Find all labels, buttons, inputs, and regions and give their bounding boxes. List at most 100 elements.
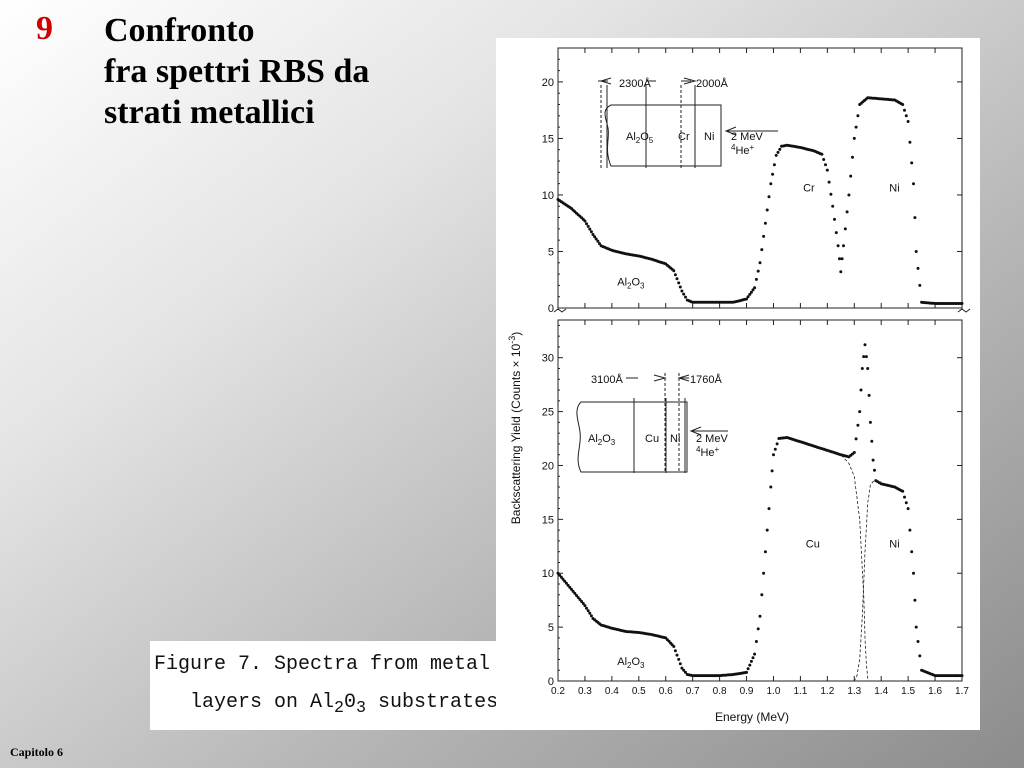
region-label: Cr xyxy=(803,183,815,195)
inset-thickness-left: 2300Å xyxy=(619,77,651,90)
data-point xyxy=(588,227,592,231)
inset-beam-mass: 4 xyxy=(731,143,736,152)
data-point xyxy=(749,659,753,663)
data-point xyxy=(751,288,755,292)
data-point xyxy=(677,657,681,661)
region-label: Al2O3 xyxy=(617,276,645,290)
data-point xyxy=(586,609,590,613)
inset-beam-mass: 4 xyxy=(696,445,701,454)
inset-layer-1-text: O xyxy=(602,433,611,445)
inset-beam-energy: 2 MeV xyxy=(731,131,763,143)
data-point xyxy=(682,668,686,672)
y-tick-label: 0 xyxy=(548,676,554,688)
data-point xyxy=(774,153,778,157)
chart-panel-2: 0 5 10 15 20 25 30 0.2 0.3 0.4 0.5 0.6 0.7 0.8 0.9 1.0 1… xyxy=(542,319,969,697)
data-point xyxy=(589,614,593,618)
data-point xyxy=(754,277,758,281)
axis-break-mark xyxy=(553,308,971,313)
data-point xyxy=(682,292,686,296)
slide-title: Confronto fra spettri RBS da strati meta… xyxy=(104,10,369,133)
data-point xyxy=(756,627,760,631)
data-point xyxy=(769,485,773,489)
inset-beam-energy: 2 MeV xyxy=(696,433,728,445)
data-point xyxy=(912,571,915,575)
data-point xyxy=(868,420,872,424)
inset-layer-1-subscript: 3 xyxy=(611,438,616,447)
data-point xyxy=(749,290,753,294)
data-point xyxy=(678,662,682,666)
data-point xyxy=(867,393,871,397)
x-tick-label: 1.3 xyxy=(847,686,861,697)
data-point xyxy=(912,182,915,186)
data-point xyxy=(564,581,568,585)
x-tick-label: 0.5 xyxy=(632,686,646,697)
data-point xyxy=(758,614,762,618)
data-point xyxy=(767,507,771,511)
data-point xyxy=(758,261,762,265)
data-point xyxy=(678,285,682,289)
data-point xyxy=(822,158,826,161)
data-point xyxy=(677,281,681,285)
data-point xyxy=(852,451,856,454)
y-axis-label-text: Backscattering Yield (Counts × 10 xyxy=(509,343,523,524)
data-point xyxy=(748,292,752,296)
data-point xyxy=(842,244,845,248)
data-point xyxy=(746,667,750,671)
data-point xyxy=(772,453,775,457)
data-point xyxy=(860,367,864,370)
x-tick-label: 0.3 xyxy=(578,686,592,697)
region-label-text: Cr xyxy=(803,183,815,195)
data-point xyxy=(862,355,866,359)
y-tick-label: 5 xyxy=(548,622,554,634)
data-point xyxy=(745,297,748,301)
data-point xyxy=(960,302,964,305)
x-tick-label: 0.9 xyxy=(740,686,754,697)
data-point xyxy=(585,222,588,226)
caption-line-2: layers on Al203 substrates xyxy=(190,691,498,718)
data-point xyxy=(916,640,920,643)
data-point xyxy=(748,663,752,667)
data-point xyxy=(570,587,573,591)
data-point xyxy=(838,257,841,261)
x-tick-label: 1.0 xyxy=(767,686,781,697)
inset-layer-1-subscript: 2 xyxy=(598,438,603,447)
data-point xyxy=(684,295,687,299)
data-point xyxy=(829,192,833,196)
data-point xyxy=(906,120,910,123)
rbs-figure: Backscattering Yield (Counts × 10-3) Ene… xyxy=(496,38,980,730)
data-point xyxy=(568,585,572,589)
data-point xyxy=(760,248,764,252)
data-point xyxy=(672,645,676,648)
data-point xyxy=(580,600,584,603)
data-point xyxy=(680,289,684,293)
data-point xyxy=(746,295,750,299)
data-point xyxy=(825,168,829,172)
data-point xyxy=(745,670,748,674)
data-point xyxy=(843,227,847,231)
inset-layer-1-subscript: 2 xyxy=(636,136,641,145)
data-point xyxy=(910,161,914,165)
y-tick-label: 10 xyxy=(542,568,554,580)
data-point xyxy=(675,653,679,657)
data-point xyxy=(854,437,858,441)
data-point xyxy=(573,591,577,595)
region-label-text: O xyxy=(631,276,640,288)
data-point xyxy=(585,606,588,610)
y-tick-label: 30 xyxy=(542,353,554,365)
data-point xyxy=(589,230,593,234)
caption-line-1: Figure 7. Spectra from metal xyxy=(154,653,491,676)
data-point xyxy=(763,550,767,554)
data-point xyxy=(563,579,567,583)
y-axis-label: Backscattering Yield (Counts × 10-3) xyxy=(507,332,523,524)
region-label-text: Al xyxy=(617,656,627,668)
y-tick-label: 0 xyxy=(548,303,554,315)
caption-text: substrates xyxy=(366,691,499,714)
data-point xyxy=(594,237,598,241)
data-point xyxy=(845,210,849,214)
data-point xyxy=(908,528,912,532)
inset-layer-1-subscript: 5 xyxy=(649,136,654,145)
data-point xyxy=(675,277,679,281)
data-point xyxy=(901,489,905,493)
data-point xyxy=(864,355,868,359)
data-point xyxy=(751,656,755,660)
